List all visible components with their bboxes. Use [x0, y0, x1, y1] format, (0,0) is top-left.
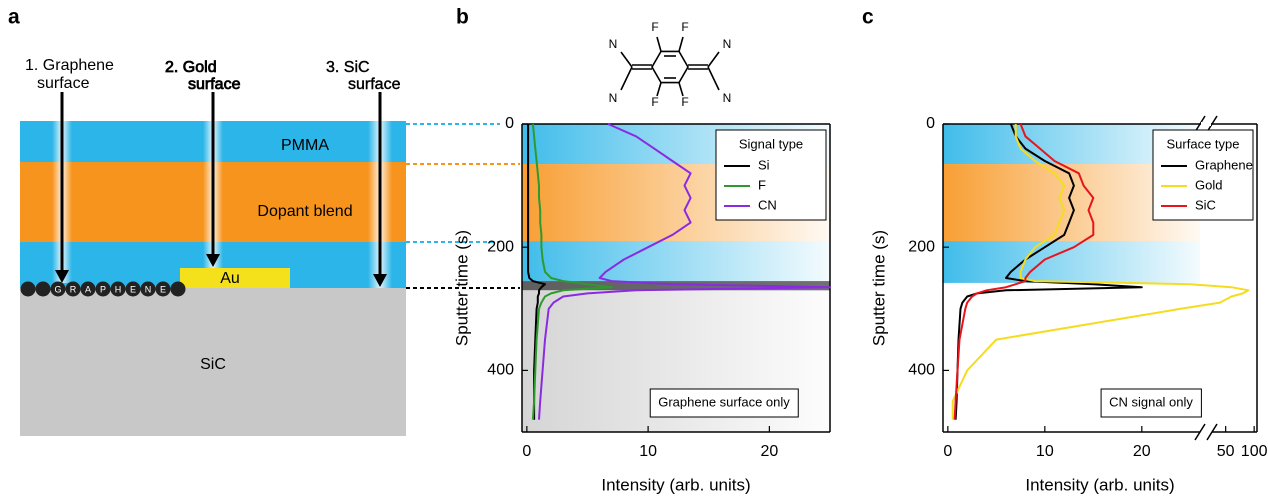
- atom-label: F: [651, 20, 658, 34]
- molecule: [620, 36, 720, 97]
- x-tick-label: 10: [1036, 443, 1054, 460]
- graphene-letter: E: [160, 284, 166, 294]
- chart: 0 200 400 0 10 20 Intensity (arb. units) Sputte…: [452, 6, 831, 494]
- graphene-letter: P: [100, 284, 106, 294]
- layer-label: PMMA: [281, 137, 329, 154]
- x-axis-label: Intensity (arb. units): [601, 475, 750, 494]
- series-line: [531, 123, 613, 420]
- sic-layer: [20, 288, 406, 436]
- x-tick-label: 0: [943, 443, 952, 460]
- panel-label: c: [862, 6, 874, 29]
- atom-label: F: [681, 20, 688, 34]
- legend-title: Signal type: [739, 136, 803, 151]
- legend: Signal type Si F CN: [715, 129, 827, 221]
- x-axis-label: Intensity (arb. units): [1025, 475, 1174, 494]
- series-line: [538, 123, 831, 420]
- graphene-letter: E: [130, 284, 136, 294]
- probe-label: surface: [37, 75, 90, 92]
- layer-label: SiC: [200, 356, 226, 373]
- annotation: Graphene surface only: [658, 394, 790, 409]
- x-tick-label: 20: [1133, 443, 1151, 460]
- arrow-head: [373, 274, 387, 287]
- graphene-letter: H: [115, 284, 122, 294]
- graphene-atom: [140, 281, 156, 297]
- break-gap: [1201, 122, 1211, 126]
- x-tick-label: 0: [522, 443, 531, 460]
- graphene-letter: N: [145, 284, 152, 294]
- atom-label: N: [723, 91, 732, 105]
- atom-label: N: [609, 91, 618, 105]
- annotation-box: [1100, 388, 1202, 418]
- legend-label: F: [758, 177, 766, 192]
- y-tick-label: 200: [908, 238, 935, 255]
- graphene-atom: [20, 281, 36, 297]
- legend-label: Gold: [1195, 177, 1222, 192]
- probe-label: 1. Graphene: [25, 57, 114, 74]
- graphene-letter: G: [54, 284, 61, 294]
- annotation: CN signal only: [1109, 394, 1193, 409]
- series-line: [951, 124, 1250, 420]
- panel-a: [20, 92, 520, 436]
- x-tick-label: 100: [1241, 443, 1268, 460]
- probe-label: surface: [348, 76, 401, 93]
- layer-region: [522, 241, 830, 282]
- annotation-box: [649, 388, 799, 418]
- y-axis-label: Sputter time (s): [452, 230, 471, 346]
- graphene-atom: [50, 281, 66, 297]
- y-tick-label: 0: [505, 115, 514, 132]
- arrow-head: [55, 270, 69, 283]
- series-line: [527, 124, 546, 420]
- layer-region: [522, 281, 830, 291]
- atom-label: N: [723, 37, 732, 51]
- atom-label: F: [651, 95, 658, 109]
- probe-label: 3. SiC: [326, 59, 370, 76]
- graphene-atom: [65, 281, 81, 297]
- layer-label: Au: [220, 270, 240, 287]
- graphene-letter: R: [70, 284, 77, 294]
- axis-break: [1206, 115, 1218, 133]
- series-line: [954, 123, 1143, 420]
- atom-label: F: [681, 95, 688, 109]
- graphene-atom: [80, 281, 96, 297]
- au-pad: [180, 268, 290, 288]
- x-tick-label: 10: [639, 443, 657, 460]
- x-tick-label: 50: [1217, 443, 1235, 460]
- y-axis-label: Sputter time (s): [869, 230, 888, 346]
- graphene-atom: [125, 281, 141, 297]
- series-line: [953, 123, 1095, 420]
- axis-break: [1194, 115, 1206, 133]
- panel-label: a: [8, 6, 20, 29]
- y-tick-label: 0: [926, 115, 935, 132]
- graphene-atom: [170, 281, 186, 297]
- x-tick-label: 20: [760, 443, 778, 460]
- y-tick-label: 400: [908, 362, 935, 379]
- probe-label: surface: [188, 76, 241, 93]
- legend-label: SiC: [1195, 197, 1216, 212]
- atom-label: N: [609, 37, 618, 51]
- y-tick-label: 400: [487, 362, 514, 379]
- graphene-atom: [35, 281, 51, 297]
- graphene-atom: [95, 281, 111, 297]
- graphene-letter: A: [85, 284, 91, 294]
- arrow-head: [206, 254, 220, 267]
- probe-label: 2. Gold: [165, 59, 217, 76]
- legend-label: Si: [758, 157, 770, 172]
- panel-label: b: [456, 6, 469, 29]
- graphene-atom: [155, 281, 171, 297]
- chart: 0 200 400 0 10 20 50 100 Intensity (arb. units) S…: [862, 6, 1268, 495]
- y-tick-label: 200: [487, 238, 514, 255]
- legend-title: Surface type: [1167, 136, 1240, 151]
- axis-break: [1206, 423, 1218, 441]
- legend-label: Graphene: [1195, 157, 1253, 172]
- axis-break: [1194, 423, 1206, 441]
- layer-label: Dopant blend: [257, 203, 352, 220]
- graphene-atom: [110, 281, 126, 297]
- legend: Surface type Graphene Gold SiC: [1152, 129, 1254, 221]
- legend-label: CN: [758, 197, 777, 212]
